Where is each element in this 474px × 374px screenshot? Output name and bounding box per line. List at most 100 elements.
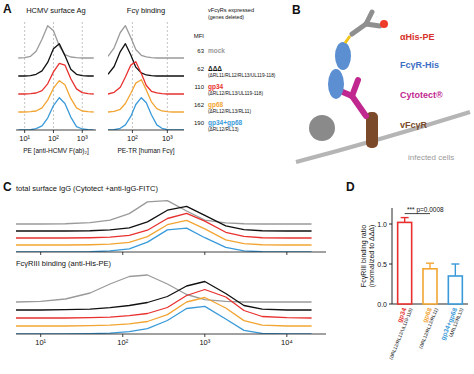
diagram: αHis-PEFcγR-HisCytotect®vFcγRinfected ce… (296, 12, 470, 162)
histogram-curve (18, 98, 93, 130)
histogram-curve (16, 282, 312, 311)
legend-entry: gp68 (208, 101, 224, 109)
x-axis-label: PE-TR [human Fcγ] (117, 147, 174, 155)
diagram-label: infected cells (408, 153, 454, 162)
x-tick (204, 334, 205, 337)
histogram-curve (18, 26, 93, 58)
pe-fluorophore (380, 20, 388, 28)
plot-area (16, 201, 312, 252)
histogram-curve (16, 228, 312, 252)
error-bar-stem (455, 264, 456, 276)
figure: A B C D HCMV surface Ag 10¹ 10² 10³ PE [anti-HCM… (0, 0, 474, 374)
histogram-curve (16, 290, 312, 319)
y-tick (389, 224, 392, 225)
x-tick-label: 10³ (199, 338, 210, 347)
legend-entry: mock (208, 47, 225, 54)
y-tick (389, 304, 392, 305)
x-axis-label: PE [anti-HCMV F(ab)₂] (23, 147, 89, 155)
error-bar (426, 263, 434, 269)
bar (448, 276, 462, 304)
x-tick-label: 10³ (162, 134, 173, 143)
y-tick-label: 0.0 (377, 301, 387, 308)
legend-mfi: 62 (197, 66, 204, 72)
y-tick (389, 264, 392, 265)
panel-letter: A (3, 2, 12, 16)
fcgr-shape (335, 42, 351, 70)
x-tick-label: 10³ (77, 134, 88, 143)
chart-title: FcγRIII binding (anti-His-PE) (16, 259, 112, 268)
x-tick (122, 334, 123, 337)
legend-mfi: 110 (194, 84, 204, 90)
x-tick-label: 10¹ (35, 338, 46, 347)
error-bar (401, 218, 409, 223)
fcgr-shape (328, 69, 344, 99)
x-axis (108, 130, 184, 131)
sphere (309, 115, 335, 141)
bar (423, 269, 437, 304)
plot-area (108, 26, 184, 130)
x-tick-label: 10² (48, 134, 59, 143)
x-axis (16, 334, 326, 335)
panel-letter: B (292, 3, 301, 17)
x-tick (204, 252, 205, 255)
cell-membrane (296, 112, 470, 162)
x-axis (16, 130, 96, 131)
error-bar (451, 264, 459, 276)
antibody-shape (352, 24, 366, 34)
histogram-curve (16, 306, 312, 334)
histogram-curve (18, 63, 93, 94)
x-tick (167, 130, 168, 133)
histogram-chart: FcγRIII binding (anti-His-PE)10¹10²10³10… (16, 259, 326, 347)
bar (398, 222, 412, 304)
histogram-chart: Fcγ binding10²10³PE-TR [human Fcγ]vFcγRs… (108, 6, 276, 155)
chart-title: HCMV surface Ag (26, 6, 86, 15)
x-tick-label: 10⁴ (281, 338, 293, 347)
y-axis-label: (normalized to ΔΔΔ) (368, 225, 376, 288)
y-axis-label: FcγRIII binding ratio (360, 225, 368, 287)
legend-entry: ΔΔΔ (208, 65, 222, 72)
error-bar-stem (429, 263, 430, 269)
histogram-curve (16, 213, 312, 238)
y-tick-label: 1.0 (377, 221, 387, 228)
cytotect-shape (352, 96, 366, 116)
x-tick (24, 130, 25, 133)
significance-bracket (405, 213, 430, 214)
x-tick (40, 252, 41, 255)
x-tick-note: (ΔRL12/RL13/RL11) (418, 307, 439, 349)
cytotect-shape (352, 80, 358, 96)
histogram-curve (108, 80, 184, 112)
plot-area (18, 26, 93, 130)
histogram-chart: total surface IgG (Cytotect +anti-IgG-FI… (16, 184, 326, 255)
y-axis (392, 208, 393, 304)
bar-chart: 0.0 0.5 1.0 FcγRIII binding ratio(normalize… (360, 206, 468, 361)
grid-line (53, 22, 54, 130)
diagram-label: Cytotect® (400, 90, 443, 100)
panel-letter: C (3, 180, 12, 194)
plot-area (398, 218, 463, 304)
panel-letter: D (346, 180, 355, 194)
legend-note: (ΔRL12/RL13) (208, 127, 239, 132)
x-tick-note: (ΔRL12/RL13/UL119-118) (388, 307, 413, 360)
y-tick-label: 0.5 (377, 261, 387, 268)
legend-note: (ΔRL11/RL12/RL13/UL119-118) (208, 73, 276, 78)
error-bar-cap (451, 263, 459, 264)
legend-mfi: 190 (194, 120, 205, 126)
x-axis (16, 252, 326, 253)
x-tick (40, 334, 41, 337)
x-tick (122, 252, 123, 255)
error-bar-stem (404, 218, 405, 223)
error-bar-cap (401, 217, 409, 218)
x-tick-note: (ΔRL12/RL13) (448, 307, 464, 338)
legend-subtitle: (genes deleted) (208, 14, 244, 20)
x-tick (82, 130, 83, 133)
x-tick (286, 334, 287, 337)
annotation: *** p=0.0008 (407, 206, 444, 214)
legend-mfi: 162 (194, 102, 205, 108)
legend-mfi: 63 (197, 48, 204, 54)
histogram-curve (108, 98, 184, 130)
plot-area (16, 275, 312, 334)
diagram-label: αHis-PE (400, 32, 435, 42)
legend-note: (ΔRL12/RL13/UL119-118) (208, 91, 263, 96)
x-tick (132, 130, 133, 133)
error-bar-cap (426, 263, 434, 264)
